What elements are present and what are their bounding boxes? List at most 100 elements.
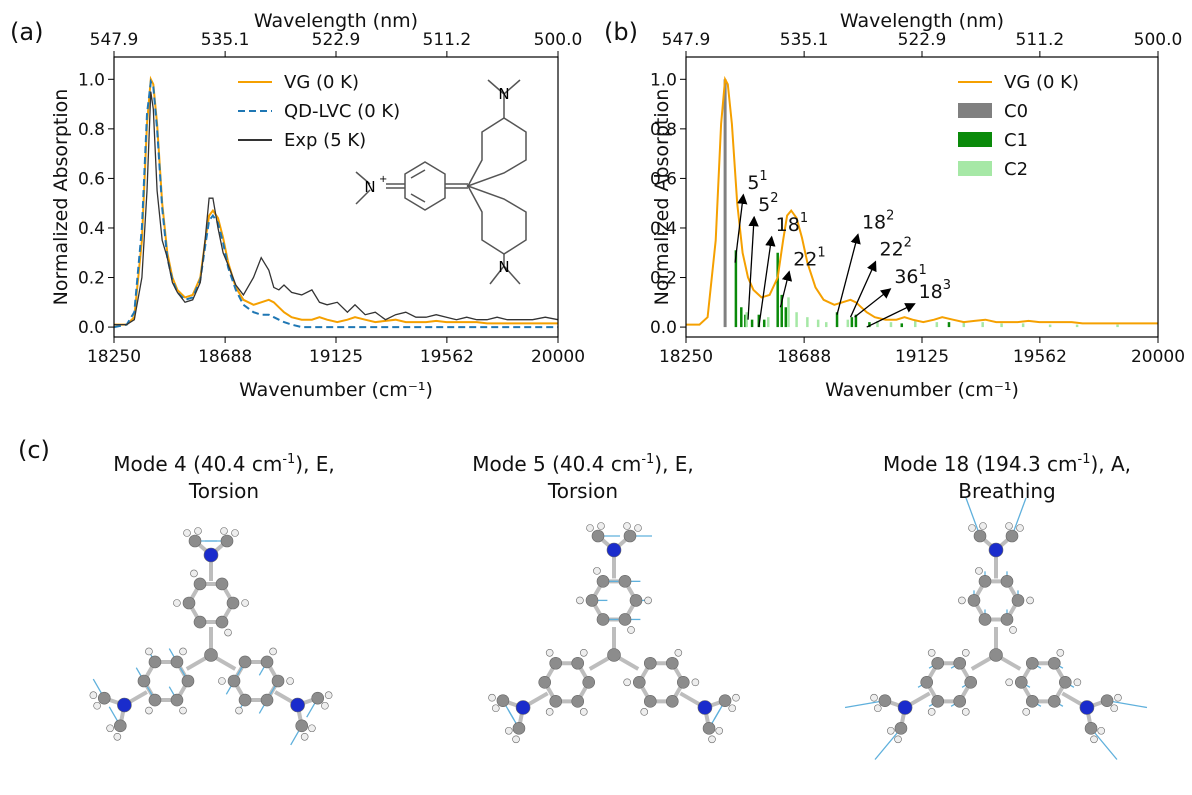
x-tick-label-b: 19125 bbox=[895, 347, 949, 367]
carbon-atom bbox=[964, 675, 978, 689]
hydrogen-atom bbox=[979, 522, 987, 530]
legend-label-a-0: VG (0 K) bbox=[284, 72, 359, 93]
x-axis-label-a: Wavenumber (cm⁻¹) bbox=[239, 379, 433, 401]
stick-c1 bbox=[784, 307, 788, 328]
nitrogen-atom bbox=[515, 700, 531, 715]
carbon-atom bbox=[271, 674, 285, 688]
legend-b: VG (0 K) C0 C1 C2 bbox=[958, 72, 1079, 180]
carbon-atom bbox=[260, 655, 274, 669]
hydrogen-atom bbox=[623, 522, 631, 530]
mode-molecules bbox=[89, 497, 1148, 760]
legend-label-a-1: QD-LVC (0 K) bbox=[284, 101, 400, 122]
hydrogen-atom bbox=[324, 691, 333, 700]
y-tick-label-a: 0.8 bbox=[78, 120, 105, 140]
y-axis-label-a: Normalized Absorption bbox=[50, 89, 72, 306]
stick-c2 bbox=[1048, 324, 1052, 328]
stick-c1 bbox=[740, 307, 743, 328]
carbon-atom bbox=[665, 695, 679, 708]
hydrogen-atom bbox=[1016, 524, 1024, 532]
annotation-arrow bbox=[866, 303, 916, 328]
carbon-atom bbox=[1014, 675, 1028, 689]
hydrogen-atom bbox=[644, 596, 652, 605]
carbon-atom bbox=[226, 596, 240, 610]
stick-c1 bbox=[744, 314, 747, 328]
hydrogen-atom bbox=[93, 701, 101, 710]
mode-title-sup: -1 bbox=[641, 452, 654, 467]
hydrogen-atom bbox=[190, 569, 198, 578]
hydrogen-atom bbox=[961, 648, 970, 657]
carbon-atom bbox=[170, 655, 184, 669]
hydrogen-atom bbox=[708, 735, 716, 744]
x-tick-label-a: 18250 bbox=[87, 347, 141, 367]
chart-b: 18250 547.9 18688 535.1 19125 522.9 19562 511.2… bbox=[650, 10, 1185, 401]
legend-a: VG (0 K) QD-LVC (0 K) Exp (5 K) bbox=[238, 72, 400, 151]
stick-c1 bbox=[900, 323, 904, 328]
stick-c1 bbox=[854, 314, 858, 328]
annotation-label: 51 bbox=[747, 169, 767, 194]
y-tick-label-a: 0.4 bbox=[78, 219, 105, 239]
annotation-sup: 1 bbox=[817, 246, 825, 261]
annotation-arrow bbox=[854, 288, 892, 318]
x-tick-label-a: 20000 bbox=[531, 347, 585, 367]
carbon-atom bbox=[549, 695, 563, 708]
hydrogen-atom bbox=[1009, 626, 1017, 634]
hydrogen-atom bbox=[224, 628, 232, 637]
top-tick-label-b: 500.0 bbox=[1134, 30, 1183, 50]
stick-c1 bbox=[835, 312, 839, 328]
carbon-atom bbox=[1047, 656, 1061, 670]
carbon-atom bbox=[1000, 613, 1014, 626]
hydrogen-atom bbox=[145, 706, 153, 715]
carbon-atom bbox=[978, 575, 992, 588]
stick-c1 bbox=[757, 314, 761, 328]
carbon-atom bbox=[1100, 694, 1114, 707]
carbon-atom bbox=[931, 695, 945, 708]
hydrogen-atom bbox=[1005, 522, 1013, 530]
carbon-atom bbox=[260, 693, 274, 707]
annotation-label: 183 bbox=[919, 278, 951, 303]
carbon-atom bbox=[182, 596, 196, 610]
carbon-atom bbox=[571, 695, 585, 708]
chart-a: 18250 547.9 18688 535.1 19125 522.9 19562 511.2… bbox=[50, 10, 585, 401]
carbon-atom bbox=[1011, 594, 1025, 607]
hydrogen-atom bbox=[179, 647, 187, 656]
hydrogen-atom bbox=[183, 529, 191, 537]
hydrogen-atom bbox=[627, 626, 635, 634]
carbon-atom bbox=[582, 675, 596, 689]
hydrogen-atom bbox=[1056, 648, 1065, 657]
stick-c2 bbox=[1116, 324, 1119, 328]
legend-swatch-b-1 bbox=[958, 103, 992, 118]
carbon-atom bbox=[643, 656, 657, 670]
annotation-label: 52 bbox=[758, 191, 778, 216]
displacement-vector bbox=[965, 497, 981, 537]
hydrogen-atom bbox=[576, 596, 584, 605]
y-tick-label-b: 0.2 bbox=[650, 269, 677, 289]
y-tick-label-b: 0.6 bbox=[650, 169, 677, 189]
hydrogen-atom bbox=[579, 648, 588, 657]
stick-c2 bbox=[914, 320, 917, 328]
hydrogen-atom bbox=[89, 691, 98, 700]
top-tick-label-a: 511.2 bbox=[423, 30, 472, 50]
carbon-atom bbox=[632, 675, 646, 689]
carbon-atom bbox=[571, 656, 585, 670]
stick-c1 bbox=[850, 317, 854, 328]
top-tick-label-b: 511.2 bbox=[1016, 30, 1065, 50]
carbon-atom bbox=[181, 674, 195, 688]
x-tick-label-a: 19562 bbox=[420, 347, 474, 367]
annotation-sup: 1 bbox=[800, 211, 808, 226]
stick-c2 bbox=[1075, 324, 1079, 328]
stick-c1 bbox=[868, 322, 871, 328]
carbon-atom bbox=[643, 695, 657, 708]
legend-label-b-2: C1 bbox=[1004, 130, 1028, 151]
carbon-atom bbox=[591, 529, 605, 543]
panel-label-c: (c) bbox=[18, 436, 50, 464]
hydrogen-atom bbox=[674, 648, 683, 657]
top-tick-label-a: 547.9 bbox=[90, 30, 139, 50]
hydrogen-atom bbox=[634, 524, 642, 532]
hydrogen-atom bbox=[491, 704, 500, 713]
hydrogen-atom bbox=[873, 704, 882, 713]
y-tick-label-b: 0.0 bbox=[650, 318, 677, 338]
mode-title-rest: ), E, bbox=[295, 452, 335, 476]
displacement-vector bbox=[874, 727, 902, 760]
nitrogen-atom bbox=[1079, 700, 1095, 715]
